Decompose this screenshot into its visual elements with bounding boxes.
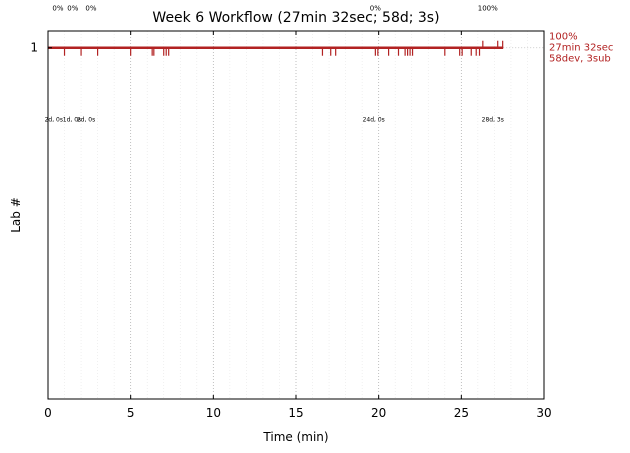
count-label: 28d, 3s — [482, 117, 504, 124]
percent-label: 0% — [370, 5, 381, 13]
x-tick-label: 5 — [127, 406, 135, 420]
count-label: 2d, 0s — [77, 117, 95, 124]
timeline-layer — [48, 40, 544, 56]
percent-label: 0% — [67, 5, 78, 13]
x-tick-label: 30 — [536, 406, 551, 420]
end-summary-label: 27min 32sec — [549, 43, 613, 54]
end-summary-label: 100% — [549, 32, 578, 43]
percent-label: 0% — [52, 5, 63, 13]
x-axis-label: Time (min) — [262, 430, 328, 444]
x-tick-label: 15 — [288, 406, 303, 420]
axis-layer: 0 5 10 15 20 25 30 1 — [30, 31, 552, 420]
x-tick-label: 10 — [206, 406, 221, 420]
percent-label: 100% — [478, 5, 498, 13]
end-summary-label: 58dev, 3sub — [549, 54, 611, 65]
count-label: 1d, 0s — [63, 117, 81, 124]
count-label: 24d, 0s — [363, 117, 385, 124]
y-tick-label: 1 — [30, 41, 38, 55]
chart-title: Week 6 Workflow (27min 32sec; 58d; 3s) — [152, 10, 439, 26]
x-tick-label: 20 — [371, 406, 386, 420]
grid-lines — [64, 31, 528, 399]
x-tick-label: 25 — [454, 406, 469, 420]
count-label: 2d, 0s — [45, 117, 63, 124]
y-axis-label: Lab # — [9, 197, 23, 233]
percent-label: 0% — [85, 5, 96, 13]
x-tick-label: 0 — [44, 406, 52, 420]
